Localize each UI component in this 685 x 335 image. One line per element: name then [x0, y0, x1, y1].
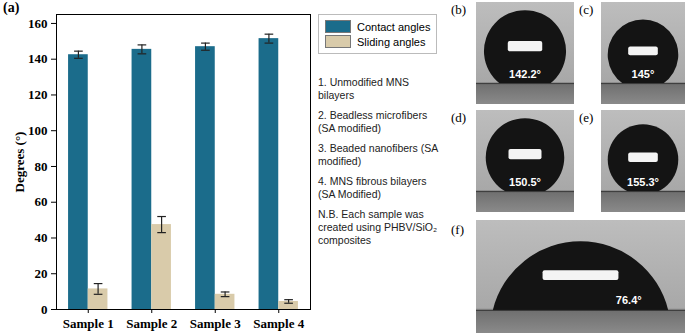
- svg-text:(c): (c): [579, 2, 593, 17]
- svg-text:120: 120: [28, 87, 48, 102]
- svg-text:145°: 145°: [632, 68, 655, 80]
- svg-text:Sample 2: Sample 2: [126, 316, 177, 331]
- svg-text:76.4°: 76.4°: [616, 294, 642, 306]
- html-text:(a): (a): [3, 0, 20, 15]
- svg-text:0: 0: [41, 302, 48, 317]
- html-text:Contact angles: Contact angles: [357, 20, 431, 33]
- svg-text:(d): (d): [451, 110, 466, 125]
- svg-text:160: 160: [28, 16, 48, 31]
- html-text:1. Unmodified MNS bilayers: 1. Unmodified MNS bilayers: [318, 76, 409, 101]
- svg-text:Sample 1: Sample 1: [63, 316, 114, 331]
- svg-text:(b): (b): [451, 2, 466, 17]
- svg-text:20: 20: [35, 266, 48, 281]
- svg-text:80: 80: [35, 159, 48, 174]
- svg-text:100: 100: [28, 123, 48, 138]
- html-text:2. Beadless microfibers (SA mo: 2. Beadless microfibers (SA modified): [318, 109, 428, 134]
- svg-text:(e): (e): [579, 110, 593, 125]
- svg-text:Degrees (°): Degrees (°): [12, 132, 27, 193]
- svg-text:(f): (f): [451, 222, 464, 237]
- svg-text:Sample 4: Sample 4: [253, 316, 304, 331]
- svg-text:155.3°: 155.3°: [627, 176, 659, 188]
- svg-text:150.5°: 150.5°: [509, 176, 541, 188]
- svg-text:40: 40: [35, 230, 48, 245]
- svg-text:Sample 3: Sample 3: [190, 316, 241, 331]
- svg-text:140: 140: [28, 51, 48, 66]
- svg-text:60: 60: [35, 194, 48, 209]
- html-text:4. MNS fibrous bilayers (SA Mo: 4. MNS fibrous bilayers (SA Modified): [318, 175, 427, 200]
- html-text:3. Beaded nanofibers (SA modif: 3. Beaded nanofibers (SA modified): [318, 142, 438, 167]
- svg-text:142.2°: 142.2°: [509, 68, 541, 80]
- html-text:Sliding angles: Sliding angles: [357, 35, 426, 48]
- html-text:N.B. Each sample was created u: N.B. Each sample was created using PHBV/…: [318, 208, 438, 246]
